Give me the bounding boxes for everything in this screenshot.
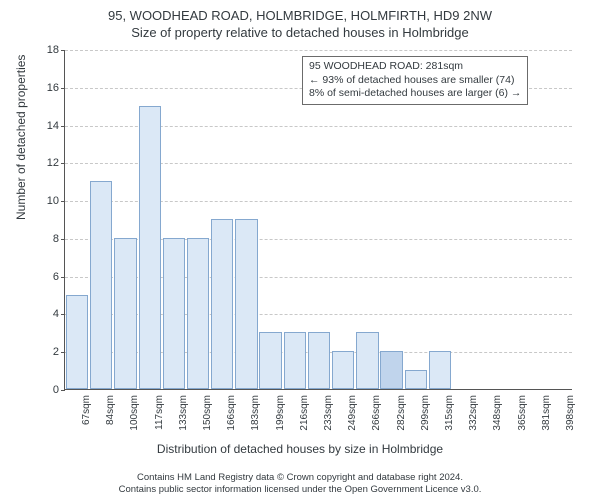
xtick-label: 381sqm — [541, 395, 552, 431]
footer-line1: Contains HM Land Registry data © Crown c… — [0, 472, 600, 484]
ytick-label: 8 — [53, 233, 59, 245]
xtick-label: 365sqm — [517, 395, 528, 431]
histogram-bar — [332, 351, 354, 389]
histogram-bar — [405, 370, 427, 389]
ytick-label: 2 — [53, 346, 59, 358]
ytick-label: 18 — [47, 44, 59, 56]
ytick-mark — [61, 239, 65, 240]
xtick-label: 100sqm — [129, 395, 140, 431]
histogram-bar — [163, 238, 185, 389]
x-axis-label: Distribution of detached houses by size … — [0, 442, 600, 456]
annotation-line3: 8% of semi-detached houses are larger (6… — [309, 87, 521, 101]
footer-attribution: Contains HM Land Registry data © Crown c… — [0, 472, 600, 496]
xtick-label: 84sqm — [105, 395, 116, 425]
histogram-bar — [187, 238, 209, 389]
histogram-bar — [429, 351, 451, 389]
xtick-label: 67sqm — [81, 395, 92, 425]
histogram-bar — [114, 238, 136, 389]
ytick-mark — [61, 277, 65, 278]
xtick-label: 216sqm — [299, 395, 310, 431]
histogram-bar — [308, 332, 330, 389]
chart-area: 02468101214161867sqm84sqm100sqm117sqm133… — [64, 50, 572, 390]
y-axis-label: Number of detached properties — [14, 55, 28, 220]
ytick-mark — [61, 126, 65, 127]
annotation-line2: ← 93% of detached houses are smaller (74… — [309, 74, 521, 88]
chart-title-block: 95, WOODHEAD ROAD, HOLMBRIDGE, HOLMFIRTH… — [0, 0, 600, 40]
ytick-label: 16 — [47, 82, 59, 94]
ytick-label: 4 — [53, 308, 59, 320]
ytick-label: 14 — [47, 120, 59, 132]
footer-line2: Contains public sector information licen… — [0, 484, 600, 496]
title-subtitle: Size of property relative to detached ho… — [0, 25, 600, 40]
xtick-label: 133sqm — [178, 395, 189, 431]
xtick-label: 398sqm — [565, 395, 576, 431]
annotation-box: 95 WOODHEAD ROAD: 281sqm ← 93% of detach… — [302, 56, 528, 105]
histogram-bar — [66, 295, 88, 389]
xtick-label: 166sqm — [226, 395, 237, 431]
xtick-label: 233sqm — [323, 395, 334, 431]
xtick-label: 249sqm — [347, 395, 358, 431]
ytick-label: 6 — [53, 271, 59, 283]
histogram-bar — [356, 332, 378, 389]
xtick-label: 315sqm — [444, 395, 455, 431]
xtick-label: 332sqm — [468, 395, 479, 431]
xtick-label: 348sqm — [492, 395, 503, 431]
ytick-label: 10 — [47, 195, 59, 207]
xtick-label: 199sqm — [275, 395, 286, 431]
ytick-mark — [61, 390, 65, 391]
xtick-label: 299sqm — [420, 395, 431, 431]
ytick-mark — [61, 50, 65, 51]
xtick-label: 266sqm — [371, 395, 382, 431]
histogram-bar — [284, 332, 306, 389]
ytick-mark — [61, 88, 65, 89]
histogram-bar — [380, 351, 402, 389]
xtick-label: 183sqm — [250, 395, 261, 431]
title-address: 95, WOODHEAD ROAD, HOLMBRIDGE, HOLMFIRTH… — [0, 8, 600, 23]
ytick-label: 0 — [53, 384, 59, 396]
histogram-bar — [235, 219, 257, 389]
gridline — [65, 50, 572, 51]
histogram-bar — [259, 332, 281, 389]
xtick-label: 282sqm — [396, 395, 407, 431]
histogram-bar — [211, 219, 233, 389]
histogram-bar — [139, 106, 161, 389]
xtick-label: 150sqm — [202, 395, 213, 431]
ytick-mark — [61, 201, 65, 202]
ytick-label: 12 — [47, 157, 59, 169]
xtick-label: 117sqm — [154, 395, 165, 430]
histogram-bar — [90, 181, 112, 389]
ytick-mark — [61, 314, 65, 315]
ytick-mark — [61, 352, 65, 353]
ytick-mark — [61, 163, 65, 164]
annotation-line1: 95 WOODHEAD ROAD: 281sqm — [309, 60, 521, 74]
